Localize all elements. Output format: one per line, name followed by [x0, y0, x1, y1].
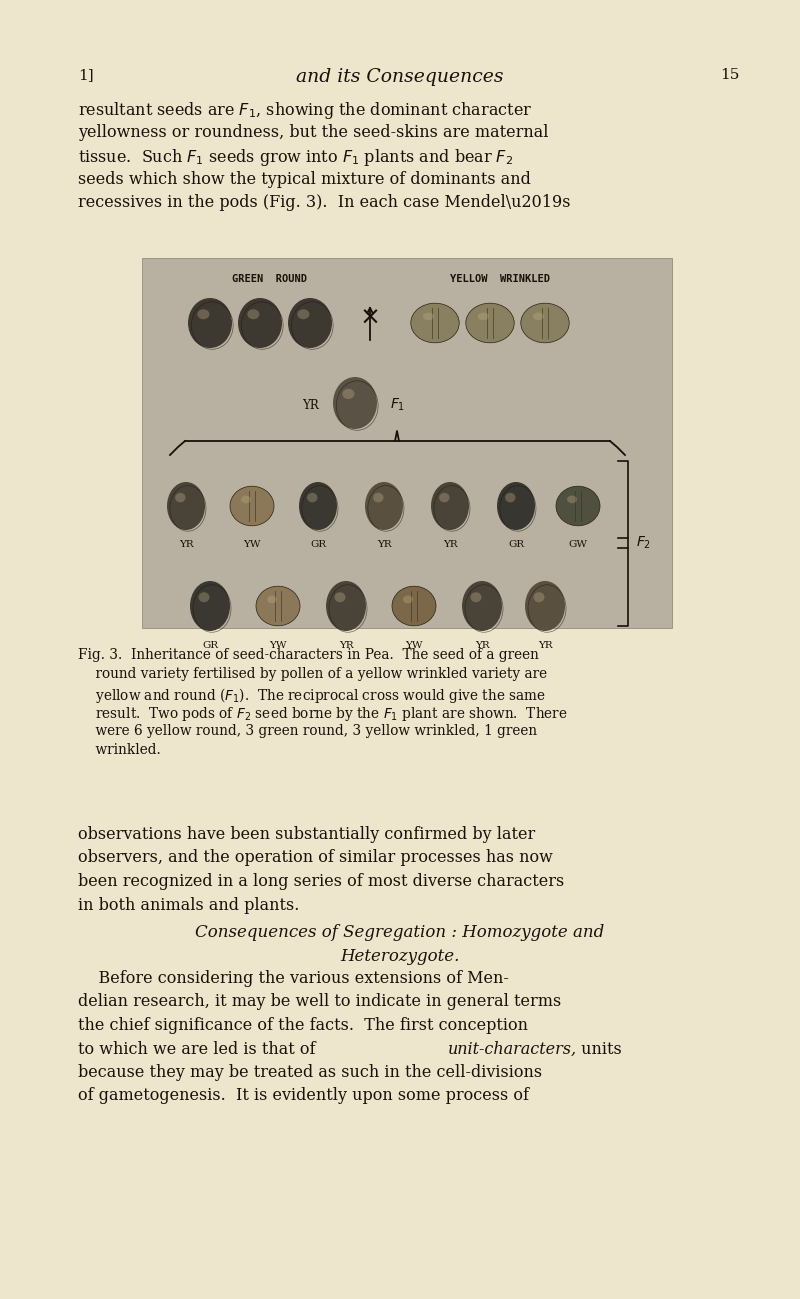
Ellipse shape — [470, 592, 482, 603]
Ellipse shape — [403, 595, 413, 603]
Ellipse shape — [198, 592, 210, 603]
Text: unit-characters,: unit-characters, — [448, 1040, 577, 1057]
Text: GW: GW — [569, 540, 587, 549]
Text: were 6 yellow round, 3 green round, 3 yellow wrinkled, 1 green: were 6 yellow round, 3 green round, 3 ye… — [78, 724, 537, 738]
Text: Consequences of Segregation : Homozygote and: Consequences of Segregation : Homozygote… — [195, 924, 605, 940]
Text: tissue.  Such $F_1$ seeds grow into $F_1$ plants and bear $F_2$: tissue. Such $F_1$ seeds grow into $F_1$… — [78, 147, 513, 168]
Text: YR: YR — [302, 399, 318, 412]
Ellipse shape — [238, 297, 282, 348]
Ellipse shape — [392, 586, 436, 626]
Text: and its Consequences: and its Consequences — [296, 68, 504, 86]
Ellipse shape — [256, 586, 300, 626]
Text: result.  Two pods of $F_2$ seed borne by the $F_1$ plant are shown.  There: result. Two pods of $F_2$ seed borne by … — [78, 705, 568, 724]
Ellipse shape — [439, 492, 450, 503]
Text: $F_1$: $F_1$ — [390, 396, 406, 413]
Text: observations have been substantially confirmed by later: observations have been substantially con… — [78, 826, 535, 843]
Ellipse shape — [556, 486, 600, 526]
Text: YW: YW — [406, 640, 422, 650]
Text: yellow and round ($F_1$).  The reciprocal cross would give the same: yellow and round ($F_1$). The reciprocal… — [78, 686, 546, 705]
Text: in both animals and plants.: in both animals and plants. — [78, 896, 299, 913]
Text: yellowness or roundness, but the seed-skins are maternal: yellowness or roundness, but the seed-sk… — [78, 123, 549, 140]
Ellipse shape — [365, 482, 403, 530]
Ellipse shape — [190, 581, 230, 631]
Ellipse shape — [175, 492, 186, 503]
Ellipse shape — [478, 313, 489, 321]
Ellipse shape — [298, 309, 310, 320]
Text: wrinkled.: wrinkled. — [78, 743, 161, 757]
Ellipse shape — [521, 303, 570, 343]
Ellipse shape — [288, 297, 332, 348]
Ellipse shape — [247, 309, 259, 320]
Text: 1]: 1] — [78, 68, 94, 82]
Text: recessives in the pods (Fig. 3).  In each case Mendel\u2019s: recessives in the pods (Fig. 3). In each… — [78, 194, 570, 210]
Ellipse shape — [188, 297, 232, 348]
Ellipse shape — [342, 388, 354, 399]
Text: YELLOW  WRINKLED: YELLOW WRINKLED — [450, 274, 550, 284]
Ellipse shape — [567, 495, 577, 503]
Ellipse shape — [533, 313, 544, 321]
Text: of gametogenesis.  It is evidently upon some process of: of gametogenesis. It is evidently upon s… — [78, 1087, 529, 1104]
Text: GR: GR — [310, 540, 326, 549]
Text: observers, and the operation of similar processes has now: observers, and the operation of similar … — [78, 850, 553, 866]
Ellipse shape — [431, 482, 469, 530]
Ellipse shape — [241, 495, 251, 503]
Ellipse shape — [466, 303, 514, 343]
Ellipse shape — [497, 482, 535, 530]
Ellipse shape — [373, 492, 383, 503]
Ellipse shape — [411, 303, 459, 343]
Ellipse shape — [534, 592, 545, 603]
Text: YR: YR — [377, 540, 391, 549]
Ellipse shape — [423, 313, 434, 321]
Ellipse shape — [198, 309, 210, 320]
Text: GR: GR — [202, 640, 218, 650]
Ellipse shape — [505, 492, 515, 503]
Ellipse shape — [333, 377, 377, 429]
Ellipse shape — [267, 595, 277, 603]
Text: Before considering the various extensions of Men-: Before considering the various extension… — [78, 970, 509, 987]
Text: round variety fertilised by pollen of a yellow wrinkled variety are: round variety fertilised by pollen of a … — [78, 666, 547, 681]
Text: seeds which show the typical mixture of dominants and: seeds which show the typical mixture of … — [78, 170, 531, 187]
Text: to which we are led is that of: to which we are led is that of — [78, 1040, 321, 1057]
Text: the chief significance of the facts.  The first conception: the chief significance of the facts. The… — [78, 1017, 528, 1034]
Text: YW: YW — [243, 540, 261, 549]
Text: YR: YR — [178, 540, 194, 549]
Text: units: units — [576, 1040, 622, 1057]
Text: YR: YR — [442, 540, 458, 549]
Text: Heterozygote.: Heterozygote. — [340, 948, 460, 965]
Text: GR: GR — [508, 540, 524, 549]
Ellipse shape — [525, 581, 565, 631]
Ellipse shape — [326, 581, 366, 631]
Ellipse shape — [230, 486, 274, 526]
Ellipse shape — [307, 492, 318, 503]
Text: delian research, it may be well to indicate in general terms: delian research, it may be well to indic… — [78, 994, 562, 1011]
Text: resultant seeds are $F_1$, showing the dominant character: resultant seeds are $F_1$, showing the d… — [78, 100, 532, 121]
Text: because they may be treated as such in the cell-divisions: because they may be treated as such in t… — [78, 1064, 542, 1081]
Text: YR: YR — [474, 640, 490, 650]
Ellipse shape — [299, 482, 337, 530]
Bar — [142, 259, 672, 627]
Text: YR: YR — [538, 640, 552, 650]
Text: Fig. 3.  Inheritance of seed-characters in Pea.  The seed of a green: Fig. 3. Inheritance of seed-characters i… — [78, 648, 539, 662]
Ellipse shape — [462, 581, 502, 631]
Text: GREEN  ROUND: GREEN ROUND — [233, 274, 307, 284]
Text: YW: YW — [270, 640, 286, 650]
Ellipse shape — [334, 592, 346, 603]
Text: been recognized in a long series of most diverse characters: been recognized in a long series of most… — [78, 873, 564, 890]
Text: ×: × — [359, 307, 381, 330]
Text: YR: YR — [338, 640, 354, 650]
Text: 15: 15 — [720, 68, 739, 82]
Text: $F_2$: $F_2$ — [636, 535, 651, 551]
Ellipse shape — [167, 482, 205, 530]
